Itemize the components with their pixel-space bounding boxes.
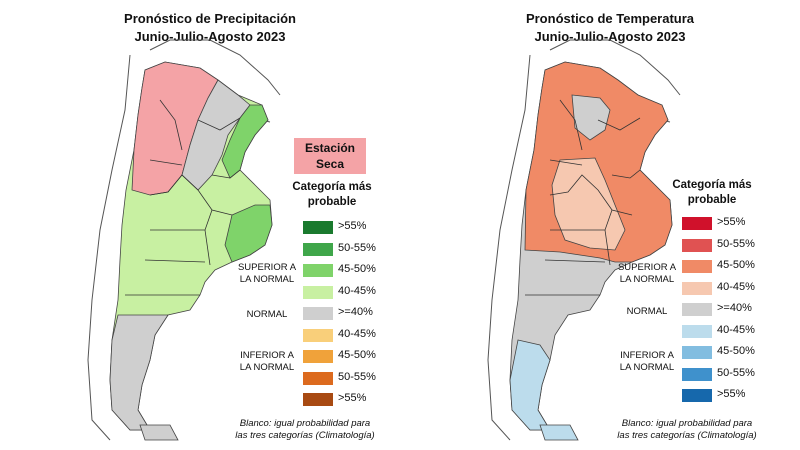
center-region	[551, 157, 626, 251]
province-borders	[125, 99, 241, 296]
legend-swatch	[303, 242, 333, 256]
legend-title-line-2: probable	[307, 196, 357, 208]
note-line-2: las tres categorías (Climatología)	[617, 430, 757, 441]
legend-swatch	[682, 238, 712, 252]
inferior-line-1: INFERIOR A	[240, 350, 294, 361]
legend-swatch	[682, 324, 712, 338]
legend-label: 45-50%	[338, 263, 376, 275]
superior-label: SUPERIOR A LA NORMAL	[232, 262, 302, 286]
legend-label: >=40%	[717, 302, 752, 314]
normal-label: NORMAL	[246, 309, 288, 320]
legend-label: >=40%	[338, 306, 373, 318]
precipitation-map	[87, 39, 281, 441]
legend-label: 40-45%	[338, 327, 376, 340]
legend-label: 45-50%	[717, 259, 755, 271]
legend-label: 40-45%	[338, 284, 376, 297]
legend-swatch	[303, 264, 333, 277]
superior-label: SUPERIOR A LA NORMAL	[612, 262, 682, 286]
legend-swatch	[682, 217, 712, 230]
note-line-1: Blanco: igual probabilidad para	[621, 418, 753, 429]
legend-swatch	[303, 307, 333, 320]
title-line-1: Pronóstico de Temperatura	[525, 11, 695, 26]
southern-region	[509, 339, 551, 431]
legend-label: 40-45%	[717, 323, 755, 336]
superior-line-1: SUPERIOR A	[237, 262, 297, 273]
legend-title-line-1: Categoría más	[672, 179, 752, 191]
temperature-map	[487, 39, 681, 441]
temperature-panel: Pronóstico de Temperatura Junio-Julio-Ag…	[400, 0, 800, 450]
legend-label: 50-55%	[338, 370, 376, 383]
note-line-1: Blanco: igual probabilidad para	[239, 418, 371, 429]
legend-label: 45-50%	[717, 345, 755, 357]
legend-label: 50-55%	[338, 241, 376, 254]
legend-swatch	[303, 285, 333, 299]
superior-line-2: LA NORMAL	[619, 274, 675, 285]
inferior-line-1: INFERIOR A	[620, 350, 674, 361]
legend-label: 50-55%	[717, 366, 755, 379]
legend-label: 40-45%	[717, 280, 755, 293]
legend-label: >55%	[338, 392, 367, 404]
legend-swatch	[682, 303, 712, 316]
legend-swatch	[682, 367, 712, 381]
legend-title: Categoría más probable	[662, 178, 762, 208]
neighbour-border	[149, 39, 281, 96]
legend-swatch	[682, 281, 712, 295]
inferior-line-2: LA NORMAL	[619, 362, 675, 373]
legend-swatch	[303, 328, 333, 342]
climatology-note: Blanco: igual probabilidad para las tres…	[582, 418, 792, 442]
note-line-2: las tres categorías (Climatología)	[235, 430, 375, 441]
legend-label: 45-50%	[338, 349, 376, 361]
neighbour-border	[549, 39, 681, 96]
dry-season-label: Estación Seca	[294, 138, 366, 174]
legend-swatch	[682, 389, 712, 402]
legend-title: Categoría más probable	[282, 180, 382, 210]
inferior-line-2: LA NORMAL	[239, 362, 295, 373]
legend-label: >55%	[338, 220, 367, 232]
precipitation-panel: Pronóstico de Precipitación Junio-Julio-…	[60, 10, 400, 442]
legend-label: >55%	[717, 216, 746, 228]
inferior-label: INFERIOR A LA NORMAL	[612, 350, 682, 374]
chile-coastline	[87, 54, 131, 441]
legend-swatch	[682, 346, 712, 359]
buenos-aires-strong	[224, 204, 273, 263]
legend-swatch	[682, 260, 712, 273]
legend-label: 50-55%	[717, 237, 755, 250]
patagonia-gray	[109, 314, 169, 431]
superior-line-2: LA NORMAL	[239, 274, 295, 285]
precipitation-title: Pronóstico de Precipitación Junio-Julio-…	[60, 10, 360, 46]
legend-swatch	[303, 393, 333, 406]
legend-swatch	[303, 350, 333, 363]
legend-swatch	[303, 221, 333, 234]
legend-swatch	[303, 371, 333, 385]
chile-coastline	[487, 54, 531, 441]
dry-label-line-2: Seca	[315, 157, 345, 171]
northeast-gray	[571, 94, 611, 141]
inferior-label: INFERIOR A LA NORMAL	[232, 350, 302, 374]
superior-line-1: SUPERIOR A	[617, 262, 677, 273]
normal-label: NORMAL	[626, 306, 668, 317]
tierra-del-fuego	[539, 424, 579, 441]
legend-title-line-2: probable	[687, 194, 737, 206]
legend-label: >55%	[717, 388, 746, 400]
tierra-del-fuego	[139, 424, 179, 441]
dry-label-line-1: Estación	[304, 141, 355, 155]
province-borders	[525, 99, 641, 296]
legend-title-line-1: Categoría más	[292, 181, 372, 193]
title-line-1: Pronóstico de Precipitación	[124, 11, 296, 26]
climatology-note: Blanco: igual probabilidad para las tres…	[210, 418, 400, 442]
